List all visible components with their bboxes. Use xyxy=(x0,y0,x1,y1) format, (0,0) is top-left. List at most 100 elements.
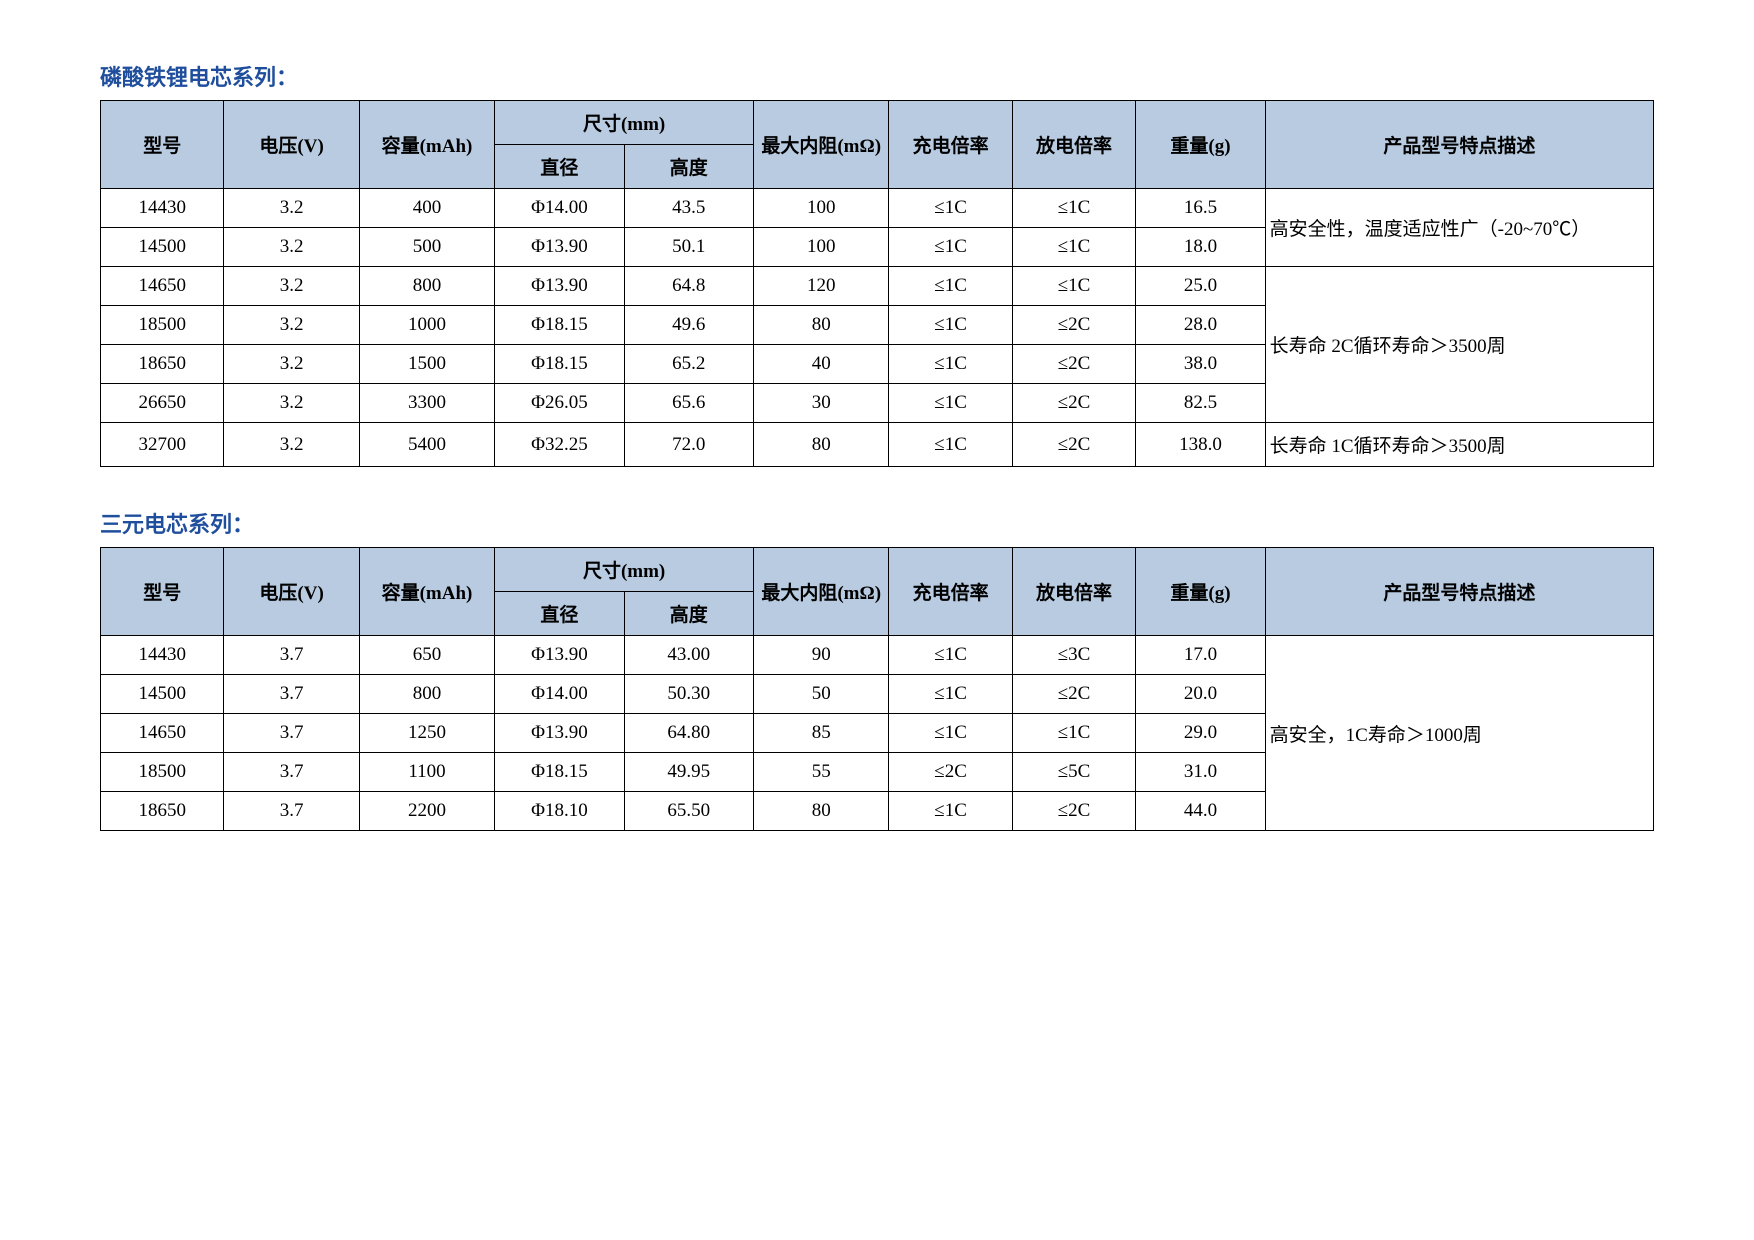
cell-dia: Φ18.10 xyxy=(495,792,624,831)
cell-charge: ≤1C xyxy=(889,384,1012,423)
cell-dia: Φ13.90 xyxy=(495,228,624,267)
cell-capacity: 2200 xyxy=(359,792,494,831)
cell-height: 50.30 xyxy=(624,675,753,714)
th-resistance: 最大内阻(mΩ) xyxy=(754,548,889,636)
table-header-row: 型号 电压(V) 容量(mAh) 尺寸(mm) 最大内阻(mΩ) 充电倍率 放电… xyxy=(101,548,1654,592)
cell-discharge: ≤2C xyxy=(1012,306,1135,345)
cell-discharge: ≤1C xyxy=(1012,267,1135,306)
cell-resist: 40 xyxy=(754,345,889,384)
cell-model: 14650 xyxy=(101,714,224,753)
cell-model: 18650 xyxy=(101,345,224,384)
cell-weight: 28.0 xyxy=(1136,306,1265,345)
cell-discharge: ≤2C xyxy=(1012,345,1135,384)
th-model: 型号 xyxy=(101,101,224,189)
cell-dia: Φ14.00 xyxy=(495,675,624,714)
cell-capacity: 650 xyxy=(359,636,494,675)
cell-height: 49.6 xyxy=(624,306,753,345)
cell-model: 18650 xyxy=(101,792,224,831)
section2-title: 三元电芯系列： xyxy=(100,507,1654,539)
cell-model: 14430 xyxy=(101,636,224,675)
cell-dia: Φ13.90 xyxy=(495,636,624,675)
cell-resist: 55 xyxy=(754,753,889,792)
th-size: 尺寸(mm) xyxy=(495,548,754,592)
cell-discharge: ≤2C xyxy=(1012,675,1135,714)
cell-discharge: ≤5C xyxy=(1012,753,1135,792)
cell-charge: ≤1C xyxy=(889,423,1012,467)
cell-voltage: 3.2 xyxy=(224,189,359,228)
cell-dia: Φ26.05 xyxy=(495,384,624,423)
cell-height: 43.00 xyxy=(624,636,753,675)
cell-voltage: 3.7 xyxy=(224,792,359,831)
th-description: 产品型号特点描述 xyxy=(1265,548,1653,636)
cell-weight: 18.0 xyxy=(1136,228,1265,267)
cell-dia: Φ18.15 xyxy=(495,306,624,345)
cell-charge: ≤1C xyxy=(889,189,1012,228)
cell-weight: 16.5 xyxy=(1136,189,1265,228)
cell-model: 14650 xyxy=(101,267,224,306)
cell-voltage: 3.2 xyxy=(224,423,359,467)
cell-weight: 25.0 xyxy=(1136,267,1265,306)
cell-capacity: 1250 xyxy=(359,714,494,753)
cell-weight: 38.0 xyxy=(1136,345,1265,384)
th-description: 产品型号特点描述 xyxy=(1265,101,1653,189)
cell-height: 43.5 xyxy=(624,189,753,228)
cell-description: 长寿命 1C循环寿命＞3500周 xyxy=(1265,423,1653,467)
cell-charge: ≤1C xyxy=(889,267,1012,306)
table-ternary: 型号 电压(V) 容量(mAh) 尺寸(mm) 最大内阻(mΩ) 充电倍率 放电… xyxy=(100,547,1654,831)
cell-dia: Φ14.00 xyxy=(495,189,624,228)
th-size: 尺寸(mm) xyxy=(495,101,754,145)
section1-title: 磷酸铁锂电芯系列： xyxy=(100,60,1654,92)
cell-dia: Φ32.25 xyxy=(495,423,624,467)
cell-weight: 17.0 xyxy=(1136,636,1265,675)
cell-voltage: 3.7 xyxy=(224,675,359,714)
cell-capacity: 500 xyxy=(359,228,494,267)
cell-discharge: ≤1C xyxy=(1012,189,1135,228)
cell-resist: 85 xyxy=(754,714,889,753)
cell-voltage: 3.2 xyxy=(224,228,359,267)
th-charge: 充电倍率 xyxy=(889,101,1012,189)
cell-model: 14500 xyxy=(101,675,224,714)
cell-height: 72.0 xyxy=(624,423,753,467)
cell-resist: 80 xyxy=(754,306,889,345)
th-model: 型号 xyxy=(101,548,224,636)
cell-charge: ≤1C xyxy=(889,345,1012,384)
cell-voltage: 3.2 xyxy=(224,267,359,306)
table-row: 14650 3.2 800 Φ13.90 64.8 120 ≤1C ≤1C 25… xyxy=(101,267,1654,306)
cell-voltage: 3.7 xyxy=(224,753,359,792)
cell-discharge: ≤1C xyxy=(1012,714,1135,753)
th-weight: 重量(g) xyxy=(1136,548,1265,636)
cell-charge: ≤1C xyxy=(889,714,1012,753)
table-lifepo4: 型号 电压(V) 容量(mAh) 尺寸(mm) 最大内阻(mΩ) 充电倍率 放电… xyxy=(100,100,1654,467)
th-diameter: 直径 xyxy=(495,145,624,189)
cell-capacity: 800 xyxy=(359,675,494,714)
cell-discharge: ≤2C xyxy=(1012,384,1135,423)
cell-model: 18500 xyxy=(101,753,224,792)
cell-discharge: ≤2C xyxy=(1012,792,1135,831)
th-discharge: 放电倍率 xyxy=(1012,548,1135,636)
th-discharge: 放电倍率 xyxy=(1012,101,1135,189)
cell-description: 高安全，1C寿命＞1000周 xyxy=(1265,636,1653,831)
cell-height: 65.50 xyxy=(624,792,753,831)
th-capacity: 容量(mAh) xyxy=(359,101,494,189)
cell-dia: Φ18.15 xyxy=(495,345,624,384)
cell-charge: ≤1C xyxy=(889,228,1012,267)
th-voltage: 电压(V) xyxy=(224,101,359,189)
cell-voltage: 3.2 xyxy=(224,384,359,423)
cell-resist: 80 xyxy=(754,792,889,831)
th-height: 高度 xyxy=(624,145,753,189)
cell-height: 50.1 xyxy=(624,228,753,267)
cell-discharge: ≤1C xyxy=(1012,228,1135,267)
th-capacity: 容量(mAh) xyxy=(359,548,494,636)
cell-capacity: 1500 xyxy=(359,345,494,384)
cell-discharge: ≤3C xyxy=(1012,636,1135,675)
cell-weight: 31.0 xyxy=(1136,753,1265,792)
cell-height: 49.95 xyxy=(624,753,753,792)
cell-charge: ≤1C xyxy=(889,675,1012,714)
cell-capacity: 5400 xyxy=(359,423,494,467)
cell-voltage: 3.2 xyxy=(224,306,359,345)
cell-resist: 100 xyxy=(754,189,889,228)
cell-capacity: 1000 xyxy=(359,306,494,345)
cell-capacity: 800 xyxy=(359,267,494,306)
cell-height: 64.8 xyxy=(624,267,753,306)
th-resistance: 最大内阻(mΩ) xyxy=(754,101,889,189)
